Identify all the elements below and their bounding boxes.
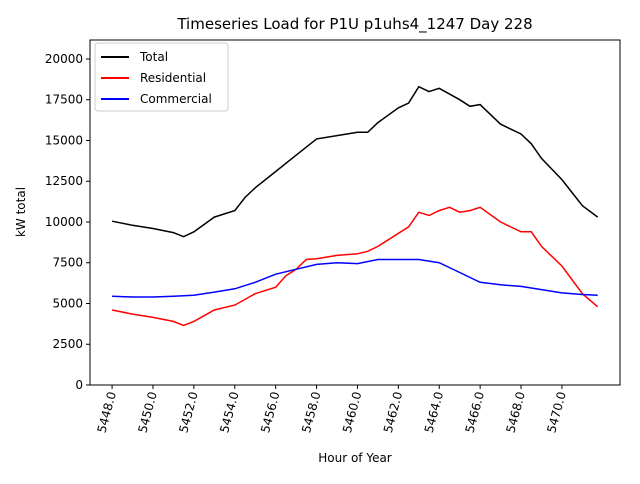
- x-tick-label: 5452.0: [176, 390, 200, 434]
- plot-frame: [89, 39, 621, 386]
- x-tick-label: 5468.0: [504, 390, 528, 434]
- y-tick-label: 12500: [45, 174, 83, 188]
- legend: Total Residential Commercial: [94, 42, 229, 112]
- y-tick-label: 0: [75, 378, 83, 392]
- x-tick-label: 5458.0: [299, 390, 323, 434]
- y-tick-label: 5000: [52, 296, 83, 310]
- legend-label: Commercial: [140, 92, 212, 106]
- y-tick-label: 20000: [45, 52, 83, 66]
- chart-title: Timeseries Load for P1U p1uhs4_1247 Day …: [176, 15, 532, 34]
- x-tick-label: 5462.0: [381, 390, 405, 434]
- y-tick-label: 15000: [45, 133, 83, 147]
- legend-label: Residential: [140, 71, 206, 85]
- x-tick-label: 5466.0: [463, 390, 487, 434]
- series-line-total: [111, 85, 599, 238]
- x-tick-label: 5456.0: [258, 390, 282, 434]
- y-tick-label: 17500: [45, 93, 83, 107]
- x-tick-label: 5464.0: [422, 390, 446, 434]
- y-tick-label: 10000: [45, 215, 83, 229]
- series-line-commercial: [112, 258, 598, 298]
- x-axis-label: Hour of Year: [318, 451, 392, 465]
- x-tick-label: 5450.0: [135, 390, 159, 434]
- x-tick-label: 5470.0: [544, 390, 568, 434]
- legend-label: Total: [139, 50, 168, 64]
- x-tick-label: 5460.0: [340, 390, 364, 434]
- x-tick-label: 5448.0: [95, 390, 119, 434]
- series-line-residential: [111, 206, 599, 327]
- y-tick-label: 2500: [52, 337, 83, 351]
- y-tick-label: 7500: [52, 256, 83, 270]
- x-tick-label: 5454.0: [217, 390, 241, 434]
- legend-box: [94, 42, 229, 112]
- y-axis-label: kW total: [14, 187, 28, 237]
